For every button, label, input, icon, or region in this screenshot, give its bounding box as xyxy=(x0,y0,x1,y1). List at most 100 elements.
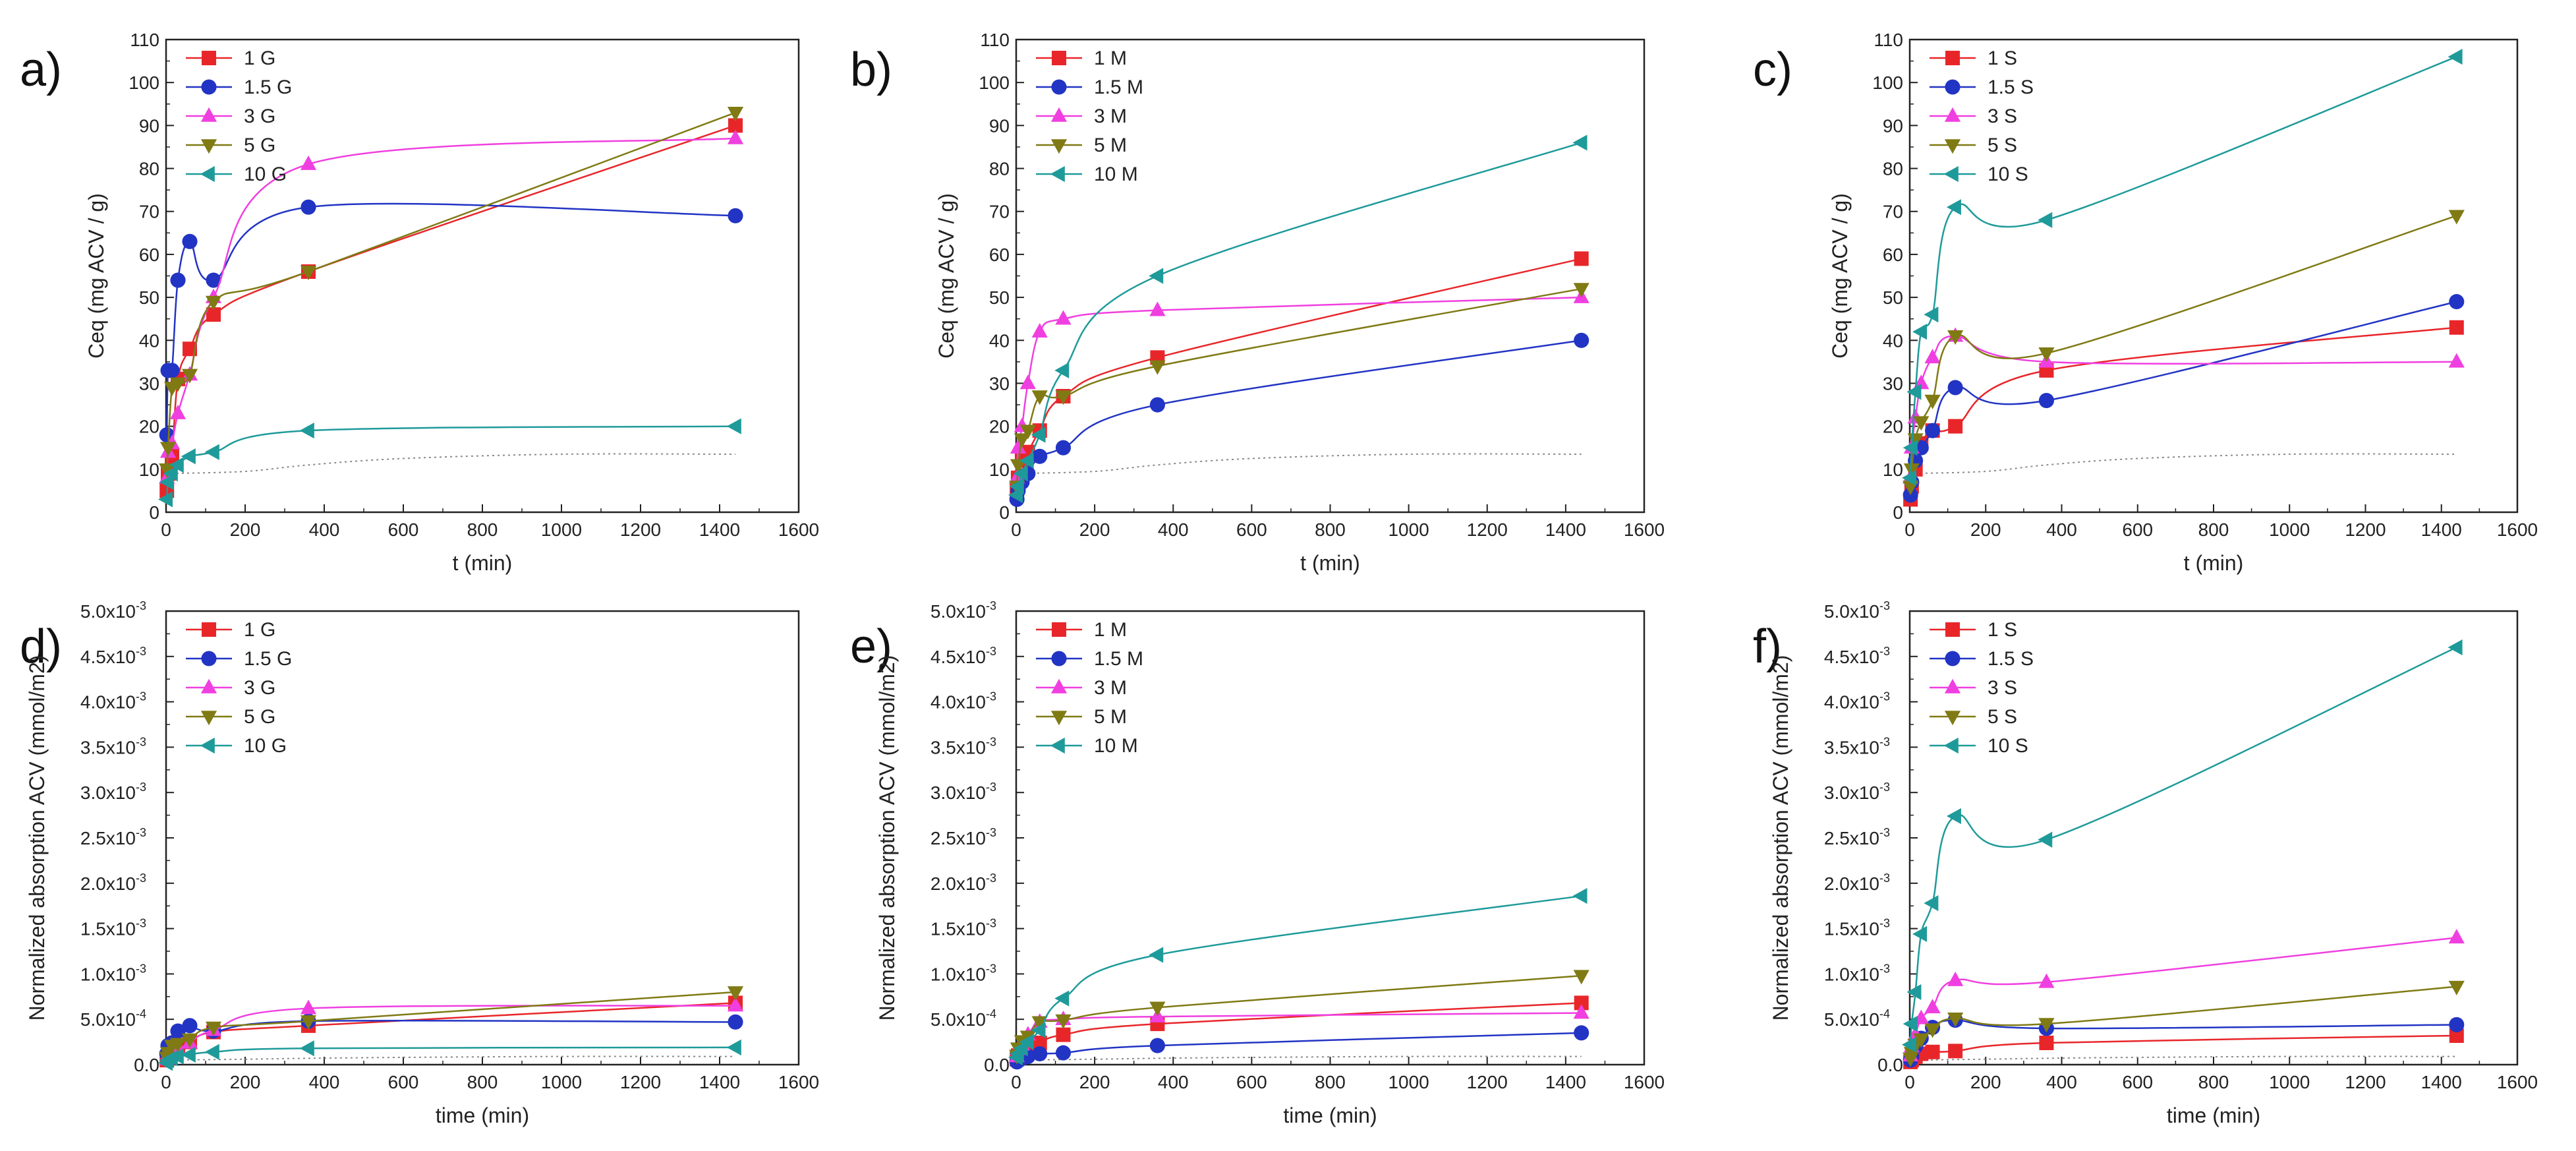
data-point xyxy=(1947,330,1964,345)
legend-label: 1.5 S xyxy=(1988,76,2034,98)
data-point xyxy=(2449,294,2465,310)
series-line-10-M xyxy=(1016,142,1582,496)
series-line-1.5-M xyxy=(1016,339,1582,500)
legend-label: 5 G xyxy=(244,134,275,156)
series-line-5-M xyxy=(1016,287,1582,487)
x-tick-label: 1000 xyxy=(541,519,582,540)
data-point xyxy=(1925,1044,1940,1059)
data-point xyxy=(1019,374,1036,390)
y-tick-label: 110 xyxy=(980,30,1010,50)
data-point xyxy=(1906,384,1922,400)
data-point xyxy=(728,118,743,133)
data-point xyxy=(205,1021,222,1036)
y-axis-title: Ceq (mg ACV / g) xyxy=(1828,193,1852,359)
data-point xyxy=(1903,440,1918,456)
legend-marker xyxy=(200,737,215,754)
reference-line xyxy=(1016,1055,1582,1061)
y-tick-label: 3.0x10-3 xyxy=(930,781,996,803)
y-tick-label: 80 xyxy=(989,159,1010,179)
y-tick-label: 5.0x10-3 xyxy=(930,599,996,622)
data-point xyxy=(181,369,198,384)
data-point xyxy=(182,233,198,249)
series-line-3-S xyxy=(1909,937,2457,1056)
legend-marker xyxy=(201,79,217,95)
legend-label: 5 S xyxy=(1988,134,2017,156)
y-tick-label: 50 xyxy=(139,287,159,308)
x-tick-label: 1000 xyxy=(2269,1072,2310,1092)
legend-marker xyxy=(201,651,217,666)
legend-label: 1 M xyxy=(1094,47,1127,69)
data-point xyxy=(2038,1018,2055,1033)
x-tick-label: 600 xyxy=(2122,1072,2153,1092)
data-point xyxy=(1924,999,1941,1014)
y-tick-label: 100 xyxy=(1872,73,1903,93)
data-point xyxy=(2449,320,2464,335)
data-point xyxy=(1913,374,1930,390)
data-point xyxy=(1149,268,1164,284)
data-point xyxy=(1149,360,1166,375)
x-tick-label: 800 xyxy=(2198,1072,2229,1092)
x-tick-label: 600 xyxy=(1236,519,1267,540)
x-tick-label: 400 xyxy=(1158,1072,1189,1092)
series-line-3-G xyxy=(165,1005,736,1060)
y-tick-label: 2.5x10-3 xyxy=(930,826,996,848)
x-axis-title: t (min) xyxy=(1300,551,1360,575)
series-line-1-S xyxy=(1909,326,2457,500)
data-point xyxy=(1924,1023,1941,1038)
legend-label: 10 G xyxy=(244,735,287,757)
data-point xyxy=(727,986,744,1001)
legend-label: 3 S xyxy=(1988,105,2017,127)
x-tick-label: 1400 xyxy=(2421,519,2462,540)
y-tick-label: 100 xyxy=(979,73,1010,93)
legend-label: 10 M xyxy=(1094,163,1138,185)
legend-label: 1 G xyxy=(244,619,275,641)
legend-label: 1 M xyxy=(1094,619,1127,641)
y-tick-label: 1.0x10-3 xyxy=(930,962,996,984)
data-point xyxy=(2448,980,2465,995)
data-point xyxy=(169,1048,184,1065)
data-point xyxy=(1924,895,1939,912)
data-point xyxy=(169,457,184,473)
legend-label: 10 G xyxy=(244,163,287,185)
data-point xyxy=(1925,423,1941,438)
x-tick-label: 800 xyxy=(1315,1072,1346,1092)
data-point xyxy=(181,1033,198,1048)
data-point xyxy=(1054,362,1070,378)
data-point xyxy=(728,208,743,223)
data-point xyxy=(1055,1014,1072,1029)
series-line-1-M xyxy=(1016,258,1582,491)
data-point xyxy=(1924,394,1941,409)
x-tick-label: 1600 xyxy=(1624,519,1665,540)
legend-label: 5 G xyxy=(244,706,275,728)
x-tick-label: 1600 xyxy=(2497,1072,2538,1092)
legend-marker xyxy=(1050,139,1068,154)
series-line-1.5-S xyxy=(1909,301,2457,496)
data-point xyxy=(1947,971,1964,986)
data-point xyxy=(1031,427,1046,443)
x-tick-label: 1400 xyxy=(699,1072,740,1092)
data-point xyxy=(2449,1017,2465,1033)
series-line-10-G xyxy=(165,425,736,500)
data-point xyxy=(300,266,317,281)
x-tick-label: 600 xyxy=(1236,1072,1267,1092)
data-point xyxy=(1906,984,1922,1001)
y-tick-label: 2.5x10-3 xyxy=(1824,826,1890,848)
x-axis-title: t (min) xyxy=(453,551,513,575)
panel-label: c) xyxy=(1753,44,1792,96)
x-tick-label: 0 xyxy=(1904,1072,1915,1092)
y-tick-label: 2.0x10-3 xyxy=(930,871,996,894)
legend-label: 1.5 S xyxy=(1988,648,2034,670)
series-line-10-S xyxy=(1909,55,2457,478)
legend-label: 5 M xyxy=(1094,706,1127,728)
data-point xyxy=(170,1023,186,1039)
data-point xyxy=(206,307,221,322)
data-point xyxy=(1055,310,1072,325)
x-tick-label: 0 xyxy=(161,519,171,540)
y-tick-label: 2.0x10-3 xyxy=(1824,871,1890,894)
y-tick-label: 4.0x10-3 xyxy=(1824,690,1890,713)
y-tick-label: 0 xyxy=(1893,502,1903,523)
data-point xyxy=(159,474,174,490)
legend-marker xyxy=(1050,107,1068,122)
data-point xyxy=(1574,995,1589,1011)
x-tick-label: 1600 xyxy=(778,1072,819,1092)
